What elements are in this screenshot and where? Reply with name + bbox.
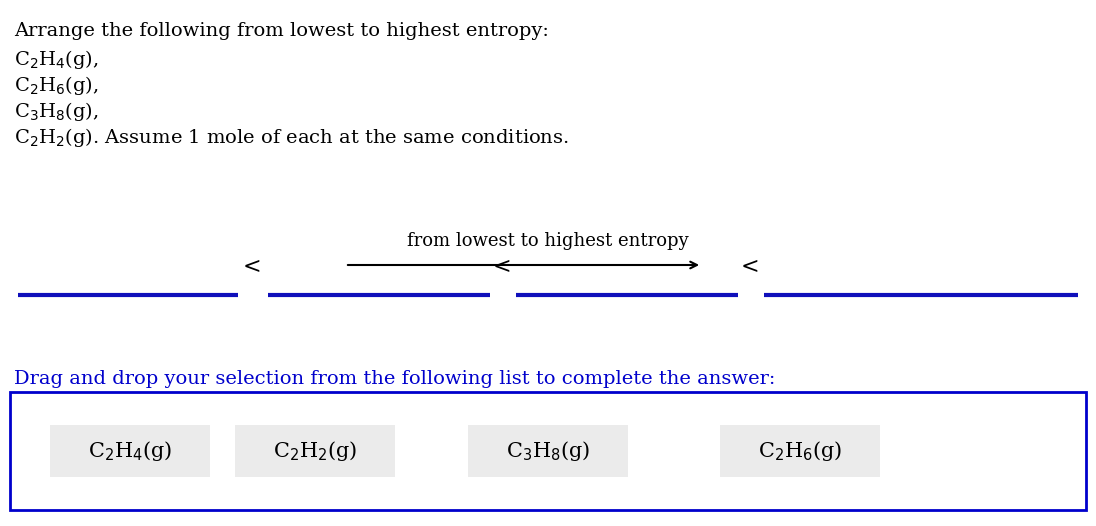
Text: C$_3$H$_8$(g): C$_3$H$_8$(g) <box>505 439 591 463</box>
Text: Drag and drop your selection from the following list to complete the answer:: Drag and drop your selection from the fo… <box>14 370 775 388</box>
Text: C$_2$H$_4$(g): C$_2$H$_4$(g) <box>88 439 172 463</box>
Text: C$_3$H$_8$(g),: C$_3$H$_8$(g), <box>14 100 99 123</box>
Text: <: < <box>741 256 760 278</box>
Text: C$_2$H$_2$(g). Assume 1 mole of each at the same conditions.: C$_2$H$_2$(g). Assume 1 mole of each at … <box>14 126 569 149</box>
Text: <: < <box>242 256 261 278</box>
Text: from lowest to highest entropy: from lowest to highest entropy <box>408 232 688 250</box>
Text: C$_2$H$_6$(g): C$_2$H$_6$(g) <box>757 439 842 463</box>
Text: C$_2$H$_6$(g),: C$_2$H$_6$(g), <box>14 74 99 97</box>
Text: Arrange the following from lowest to highest entropy:: Arrange the following from lowest to hig… <box>14 22 549 40</box>
Text: C$_2$H$_4$(g),: C$_2$H$_4$(g), <box>14 48 99 71</box>
Text: <: < <box>493 256 512 278</box>
Text: C$_2$H$_2$(g): C$_2$H$_2$(g) <box>273 439 357 463</box>
